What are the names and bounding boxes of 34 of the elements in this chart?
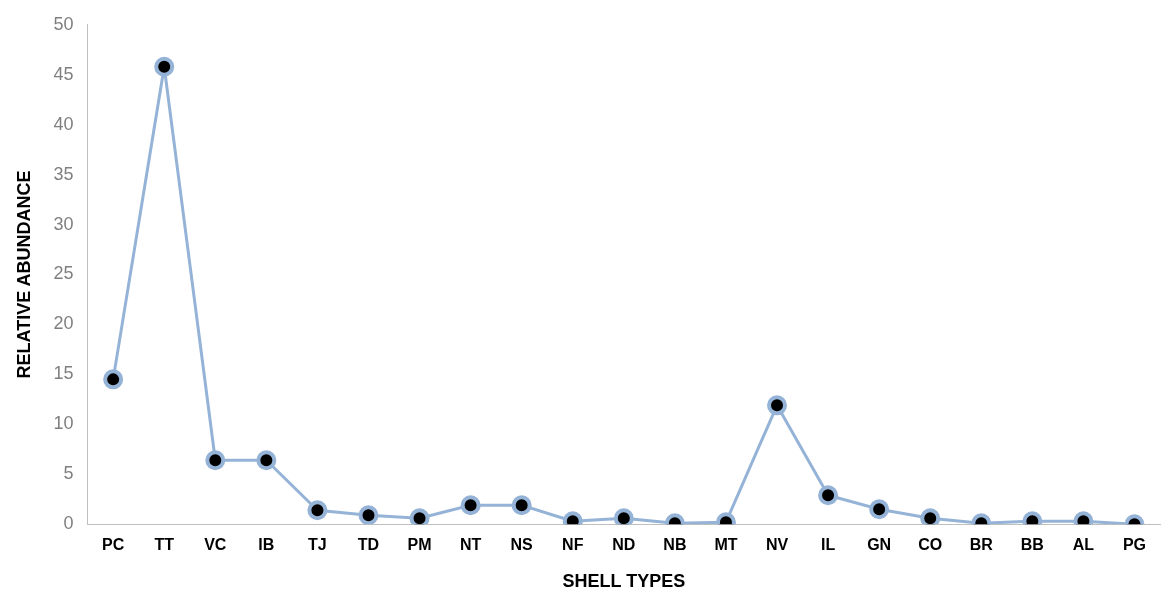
x-tick-label: PM: [407, 536, 432, 554]
y-tick-label: 5: [63, 463, 74, 484]
x-tick-label: IL: [820, 536, 836, 554]
x-tick-label: BB: [1020, 536, 1044, 554]
x-tick-label: AL: [1072, 536, 1095, 554]
x-tick-label: NB: [663, 536, 687, 554]
x-tick-label: PG: [1122, 536, 1147, 554]
x-tick-label: GN: [867, 536, 892, 554]
y-tick-label: 35: [53, 163, 74, 184]
y-tick-label: 40: [53, 113, 74, 134]
x-tick-label: MT: [714, 536, 738, 554]
x-tick-label: ND: [612, 536, 636, 554]
y-tick-label: 25: [53, 263, 74, 284]
x-tick-label: TJ: [308, 536, 327, 554]
x-tick-label: VC: [204, 536, 227, 554]
y-tick-label: 10: [53, 413, 74, 434]
y-tick-label: 20: [53, 313, 74, 334]
x-tick-label: BR: [969, 536, 994, 554]
y-tick-label: 50: [53, 13, 74, 34]
y-axis-title: RELATIVE ABUNDANCE: [13, 170, 34, 379]
x-tick-label: NT: [459, 536, 482, 554]
x-tick-label: NF: [562, 536, 584, 554]
x-tick-label: PC: [102, 536, 125, 554]
y-tick-label: 0: [63, 513, 74, 534]
x-tick-label: NV: [765, 536, 789, 554]
y-tick-label: 45: [53, 63, 74, 84]
x-tick-label: IB: [258, 536, 275, 554]
x-tick-label: TT: [154, 536, 175, 554]
x-tick-label: CO: [918, 536, 943, 554]
y-tick-label: 30: [53, 213, 74, 234]
x-tick-label: NS: [510, 536, 534, 554]
x-axis-title: SHELL TYPES: [562, 571, 686, 592]
y-tick-label: 15: [53, 363, 74, 384]
x-tick-label: TD: [357, 536, 380, 554]
